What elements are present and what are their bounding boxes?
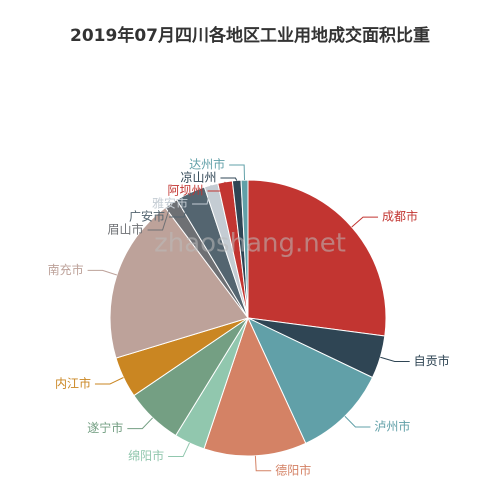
- slice-label: 阿坝州: [168, 184, 204, 198]
- slice-label: 广安市: [129, 209, 165, 224]
- leader-line: [220, 177, 238, 181]
- leader-line: [87, 269, 118, 276]
- slice-label: 内江市: [55, 375, 91, 390]
- watermark: zhaoshang.net: [154, 229, 346, 259]
- slice-label: 自贡市: [414, 353, 450, 368]
- slice-label: 南充市: [48, 262, 84, 277]
- leader-line: [168, 192, 191, 218]
- leader-line: [168, 442, 190, 458]
- leader-line: [127, 417, 154, 430]
- slice-label: 成都市: [382, 209, 418, 224]
- slice-label: 泸州市: [374, 418, 410, 433]
- slice-label: 凉山州: [180, 170, 216, 185]
- slice-label: 绵阳市: [128, 448, 164, 463]
- pie-slice: [246, 316, 374, 445]
- leader-line: [229, 164, 246, 181]
- leader-line: [94, 377, 124, 385]
- leader-line: [207, 181, 226, 192]
- leader-line: [380, 356, 410, 363]
- pie-slice: [203, 316, 307, 457]
- chart-title: 2019年07月四川各地区工业用地成交面积比重: [70, 25, 430, 46]
- slice-label: 德阳市: [275, 462, 311, 477]
- slice-label: 达州市: [189, 157, 225, 172]
- leader-line: [344, 415, 371, 428]
- leader-line: [254, 455, 272, 472]
- slice-label: 遂宁市: [87, 420, 123, 435]
- leader-line: [147, 203, 172, 231]
- slice-label: 雅安市: [152, 196, 188, 211]
- slice-label: 眉山市: [108, 222, 144, 237]
- leader-line: [351, 216, 379, 228]
